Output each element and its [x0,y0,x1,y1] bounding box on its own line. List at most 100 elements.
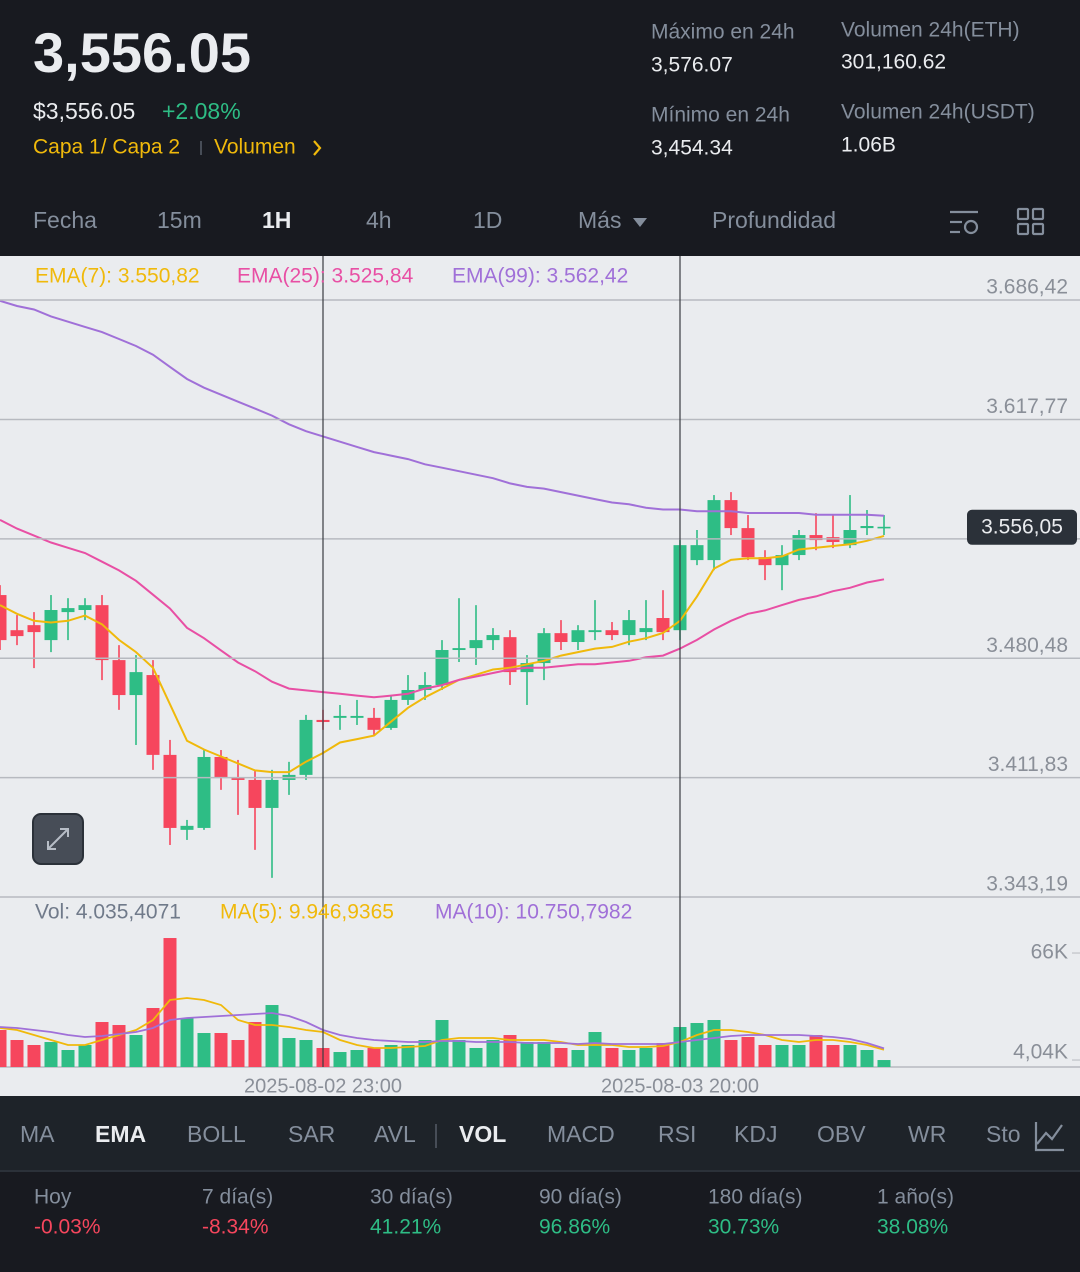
timeframe-tab[interactable]: Más [578,207,621,233]
indicator-tab[interactable]: MACD [547,1121,615,1147]
x-tick-label: 2025-08-03 20:00 [601,1075,759,1097]
candle-body [656,618,670,633]
volume-bar [27,1044,41,1067]
price-change: +2.08% [162,98,241,124]
candle-body [78,605,92,611]
candle-body [333,715,347,718]
last-price-label: 3.556,05 [981,515,1063,538]
volume-bar [775,1044,789,1067]
stat-label: Máximo en 24h [651,21,795,44]
volume-bar [554,1048,568,1067]
indicator-tab[interactable]: WR [908,1121,946,1147]
indicator-tab[interactable]: RSI [658,1121,696,1147]
volume-bar [605,1048,619,1067]
chart-bg [0,256,1080,1096]
candle-body [435,650,449,685]
indicator-tab[interactable]: KDJ [734,1121,777,1147]
indicator-tab[interactable]: Sto [986,1121,1021,1147]
candle-body [639,628,653,633]
volume-bar [350,1050,364,1067]
candle-body [350,715,364,718]
indicator-tab[interactable]: SAR [288,1121,335,1147]
stat-label: Volumen 24h(USDT) [841,101,1035,124]
indicator-tab[interactable]: MA [20,1121,55,1147]
candle-body [197,756,211,828]
performance-period: 7 día(s) [202,1186,273,1209]
candle-body [741,528,755,558]
volume-bar [282,1038,296,1067]
layout-icon[interactable] [1016,207,1045,236]
volume-bar [112,1025,126,1067]
candle-body [486,635,500,641]
volume-bar [214,1033,228,1067]
header-bg [0,0,1080,256]
charts: 3.343,19 3.411,83 3.480,48 3.617,77 3.686,42… [0,256,1080,1097]
candle-body [299,719,313,775]
y-tick-label: 3.686,42 [986,276,1068,299]
volume-bar [299,1040,313,1067]
volume-bar [741,1037,755,1067]
stat-label: Volumen 24h(ETH) [841,19,1020,42]
y-tick-label: 3.343,19 [986,873,1068,896]
volume-bar [622,1050,636,1067]
timeframe-tab[interactable]: 1D [473,207,502,233]
candle-body [367,717,381,730]
indicator-tab[interactable]: OBV [817,1121,866,1147]
candle-body [214,756,228,778]
volume-bar [639,1048,653,1067]
candle-body [163,754,177,828]
volume-bar [401,1044,415,1067]
chart-icon[interactable] [1034,1122,1064,1152]
candle-body [129,672,143,696]
volume-bar [826,1044,840,1067]
candle-body [588,630,602,633]
performance-value: 41.21% [370,1216,441,1239]
volume-bar [248,1022,262,1067]
performance-period: 30 día(s) [370,1186,453,1209]
legend-entry: MA(10): 10.750,7982 [435,901,632,924]
timeframe-tab[interactable]: 15m [157,207,202,233]
candle-body [469,640,483,649]
volume-bar [758,1044,772,1067]
candle-body [622,620,636,636]
timeframe-tab[interactable]: Profundidad [712,207,836,233]
stat-label: Mínimo en 24h [651,104,790,127]
indicator-tab[interactable]: BOLL [187,1121,246,1147]
volume-bar [690,1023,704,1067]
stat-value: 301,160.62 [841,51,946,74]
volume-bar [809,1034,823,1067]
candle-body [860,526,874,529]
tag[interactable]: Capa 1/ Capa 2 [33,136,180,159]
volume-bar [0,1030,7,1067]
candle-body [248,779,262,808]
volume-bar [656,1043,670,1067]
performance-value: 96.86% [539,1216,610,1239]
candle-body [503,637,517,673]
stat-value: 3,454.34 [651,137,733,160]
ma-line [0,1012,885,1050]
expand-button[interactable] [32,813,84,865]
candle-body [61,608,75,613]
volume-bar [843,1044,857,1067]
timeframe-tab[interactable]: 1H [262,207,291,233]
indicator-tab[interactable]: EMA [95,1121,146,1147]
ema-line [0,299,885,517]
volume-bar [486,1040,500,1067]
timeframe-tab[interactable]: Fecha [33,207,97,233]
x-tick-label: 2025-08-02 23:00 [244,1075,402,1097]
volume-bar [231,1040,245,1067]
candle-body [605,630,619,636]
indicator-tab[interactable]: VOL [459,1121,506,1147]
timeframe-tab[interactable]: 4h [366,207,392,233]
volume-bar [44,1042,58,1067]
candle-body [180,825,194,830]
volume-bar [367,1048,381,1067]
settings-icon[interactable] [950,210,979,235]
tag-link[interactable]: Volumen [214,136,296,159]
indicator-tab[interactable]: AVL [374,1121,416,1147]
last-price: 3,556.05 [33,21,251,84]
volume-bar [571,1050,585,1067]
volume-bar [129,1034,143,1067]
